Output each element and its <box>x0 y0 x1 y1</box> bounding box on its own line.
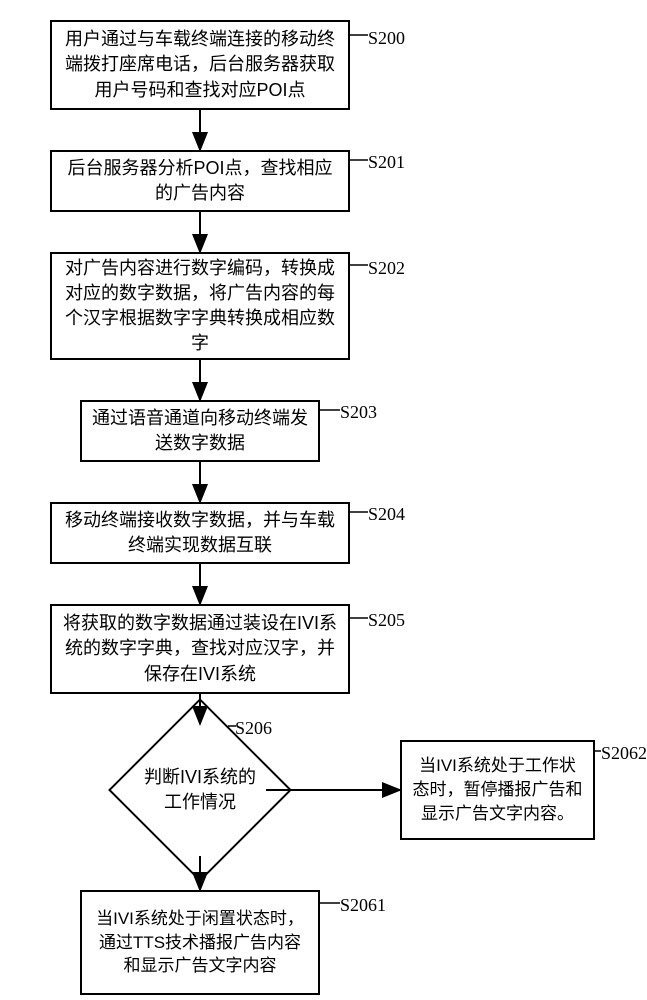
flow-node-s204: 移动终端接收数字数据，并与车载终端实现数据互联 <box>50 502 350 564</box>
flow-node-s2062: 当IVI系统处于工作状态时，暂停播报广告和显示广告文字内容。 <box>400 740 595 840</box>
flow-node-s2061: 当IVI系统处于闲置状态时，通过TTS技术播报广告内容和显示广告文字内容 <box>80 890 320 995</box>
flow-node-s205: 将获取的数字数据通过装设在IVI系统的数字字典，查找对应汉字，并保存在IVI系统 <box>50 604 350 694</box>
step-label-s200: S200 <box>368 28 405 49</box>
node-text: 当IVI系统处于工作状态时，暂停播报广告和显示广告文字内容。 <box>412 754 583 825</box>
flow-node-s201: 后台服务器分析POI点，查找相应的广告内容 <box>50 150 350 212</box>
node-text: 对广告内容进行数字编码，转换成对应的数字数据，将广告内容的每个汉字根据数字字典转… <box>62 256 338 357</box>
step-label-s2062: S2062 <box>601 743 647 764</box>
flow-node-s203: 通过语音通道向移动终端发送数字数据 <box>80 400 320 462</box>
flow-node-s200: 用户通过与车载终端连接的移动终端拨打座席电话，后台服务器获取用户号码和查找对应P… <box>50 20 350 110</box>
flow-node-s202: 对广告内容进行数字编码，转换成对应的数字数据，将广告内容的每个汉字根据数字字典转… <box>50 252 350 360</box>
step-label-s205: S205 <box>368 610 405 631</box>
step-label-s2061: S2061 <box>340 895 386 916</box>
node-text: 判断IVI系统的工作情况 <box>135 725 265 855</box>
node-text: 后台服务器分析POI点，查找相应的广告内容 <box>62 156 338 206</box>
node-text: 将获取的数字数据通过装设在IVI系统的数字字典，查找对应汉字，并保存在IVI系统 <box>62 611 338 687</box>
flow-decision-s206: 判断IVI系统的工作情况 <box>135 725 265 855</box>
step-label-s202: S202 <box>368 258 405 279</box>
node-text: 用户通过与车载终端连接的移动终端拨打座席电话，后台服务器获取用户号码和查找对应P… <box>62 27 338 103</box>
node-text: 当IVI系统处于闲置状态时，通过TTS技术播报广告内容和显示广告文字内容 <box>92 907 308 978</box>
step-label-s206: S206 <box>235 718 272 739</box>
step-label-s201: S201 <box>368 152 405 173</box>
step-label-s203: S203 <box>340 402 377 423</box>
node-text: 通过语音通道向移动终端发送数字数据 <box>92 406 308 456</box>
node-text: 移动终端接收数字数据，并与车载终端实现数据互联 <box>62 508 338 558</box>
step-label-s204: S204 <box>368 504 405 525</box>
